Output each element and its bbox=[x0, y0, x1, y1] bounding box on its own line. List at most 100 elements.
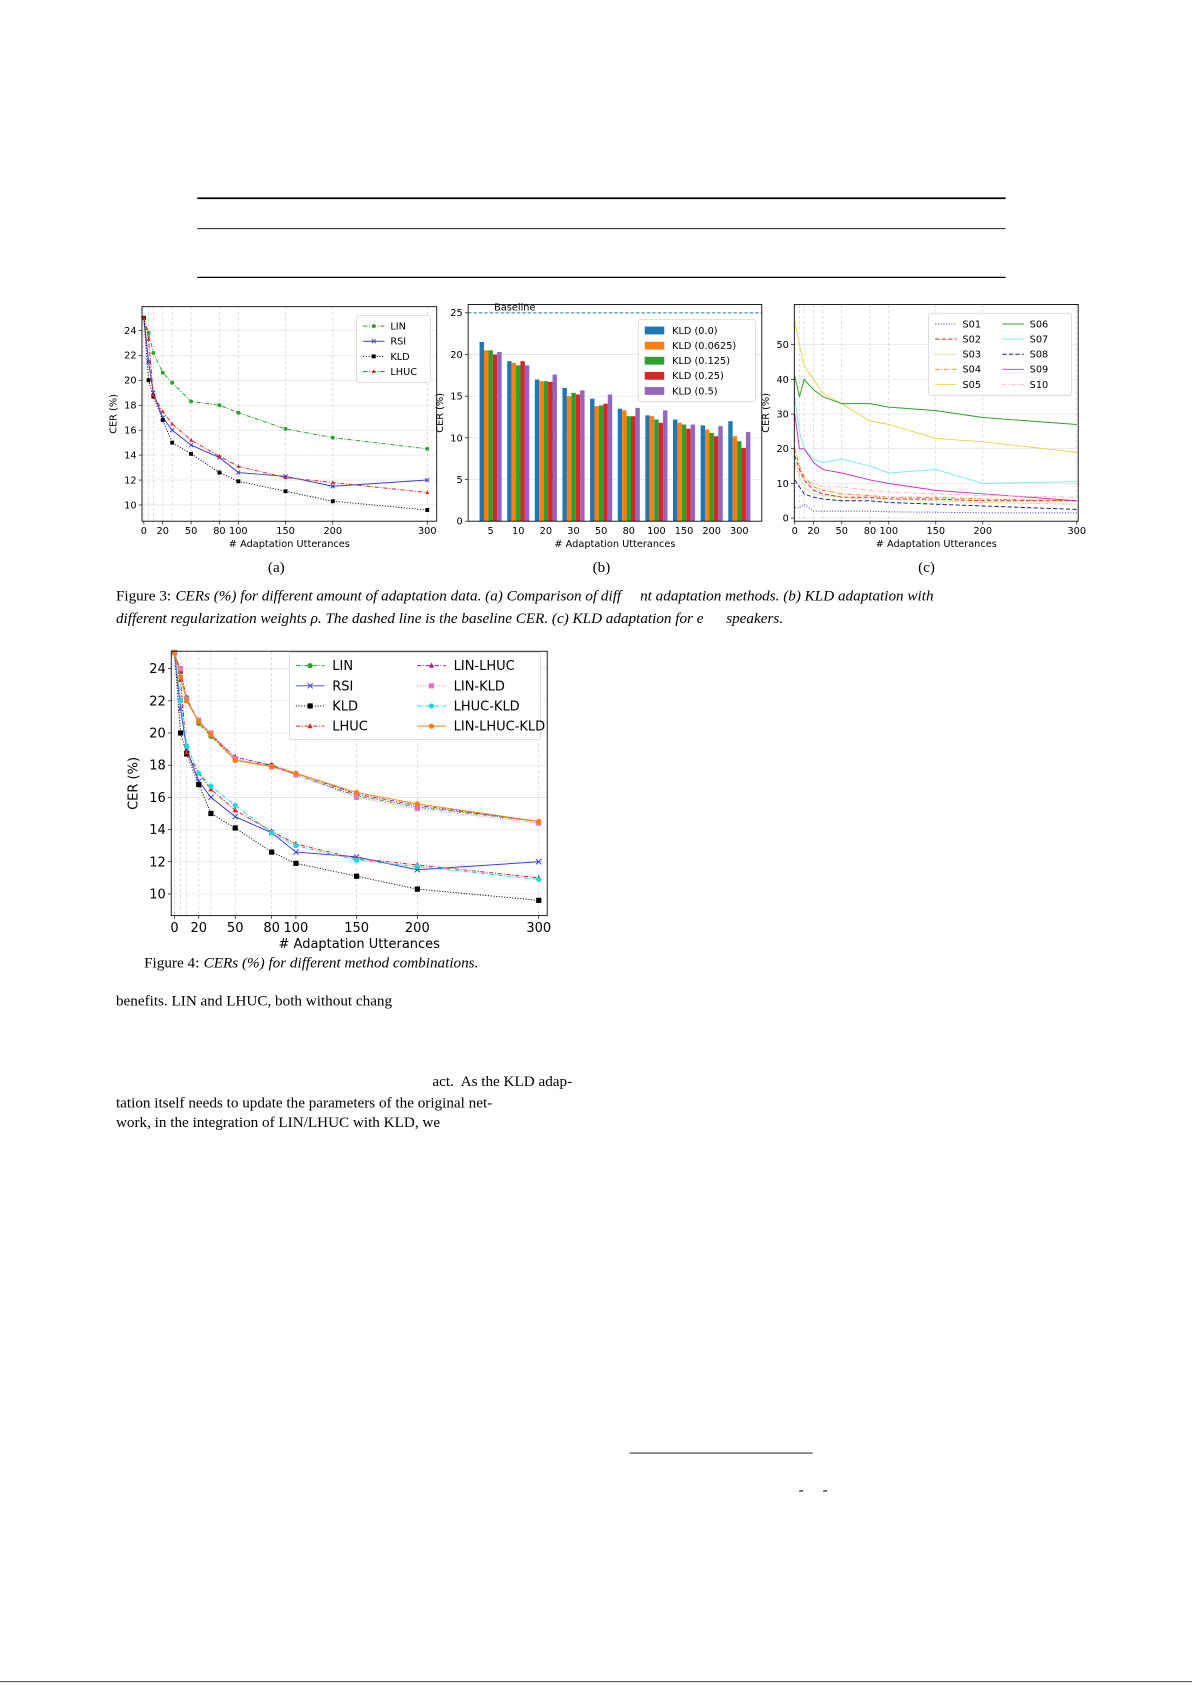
bar bbox=[741, 447, 746, 522]
x-tick-label: 80 bbox=[213, 526, 225, 537]
marker bbox=[177, 674, 184, 680]
legend-label: LIN-LHUC bbox=[454, 659, 515, 674]
marker bbox=[184, 749, 190, 755]
data-line bbox=[794, 448, 1077, 502]
legend-label: KLD (0.125) bbox=[672, 356, 730, 367]
y-tick-label: 0 bbox=[783, 514, 789, 525]
data-line bbox=[174, 652, 539, 880]
bar bbox=[607, 394, 613, 522]
x-tick-label: 50 bbox=[185, 526, 197, 537]
y-tick-label: 10 bbox=[450, 433, 462, 444]
legend-label: KLD (0.25) bbox=[672, 371, 724, 382]
panel-label: (b) bbox=[593, 559, 611, 576]
marker bbox=[160, 370, 165, 375]
caption: Figure 3: CERs (%) for different amount o… bbox=[116, 587, 934, 604]
x-tick-label: 80 bbox=[864, 526, 876, 537]
legend-label: S04 bbox=[962, 365, 981, 376]
bar bbox=[492, 354, 498, 522]
y-tick-label: 18 bbox=[149, 759, 166, 774]
marker bbox=[208, 732, 214, 738]
caption-label: Figure 4: bbox=[144, 955, 199, 972]
marker bbox=[292, 849, 299, 856]
x-axis-label: # Adaptation Utterances bbox=[229, 539, 350, 550]
legend-label: S10 bbox=[1030, 380, 1049, 391]
legend-box bbox=[637, 319, 756, 403]
legend-label: S06 bbox=[1030, 319, 1049, 330]
bar bbox=[718, 426, 723, 522]
marker bbox=[146, 378, 151, 383]
bar bbox=[520, 361, 525, 522]
marker bbox=[307, 663, 313, 669]
bar bbox=[728, 421, 733, 522]
x-tick-label: 0 bbox=[141, 526, 147, 537]
marker bbox=[160, 418, 165, 423]
bar bbox=[649, 416, 655, 522]
bar bbox=[534, 379, 540, 522]
bar bbox=[552, 374, 557, 522]
marker bbox=[269, 849, 275, 855]
marker bbox=[177, 730, 184, 736]
marker bbox=[424, 477, 430, 483]
x-tick-label: 10 bbox=[512, 526, 524, 537]
x-tick-label: 100 bbox=[879, 526, 898, 537]
y-tick-label: 14 bbox=[124, 451, 136, 462]
bar bbox=[713, 436, 719, 522]
caption-text: different regularization weights ρ. The … bbox=[116, 610, 783, 627]
marker bbox=[293, 843, 299, 849]
body-text: tation itself needs to update the parame… bbox=[116, 1094, 492, 1111]
y-tick-label: 22 bbox=[149, 694, 166, 709]
marker bbox=[354, 873, 360, 879]
x-tick-label: 50 bbox=[836, 526, 848, 537]
bar bbox=[516, 365, 521, 522]
marker bbox=[330, 480, 335, 485]
marker bbox=[170, 380, 175, 385]
data-line bbox=[794, 414, 1077, 502]
data-line bbox=[794, 503, 1077, 514]
legend-label: S09 bbox=[1030, 365, 1049, 376]
legend-swatch bbox=[644, 371, 665, 380]
marker bbox=[232, 802, 238, 809]
bar bbox=[594, 406, 599, 522]
bar bbox=[483, 350, 489, 522]
x-axis-label: # Adaptation Utterances bbox=[279, 937, 441, 952]
bar bbox=[543, 381, 549, 522]
x-tick-label: 200 bbox=[702, 526, 721, 537]
y-axis-label: CER (%) bbox=[435, 393, 446, 433]
x-tick-label: 300 bbox=[730, 526, 749, 537]
plot-frame bbox=[170, 650, 548, 917]
bar bbox=[663, 410, 668, 522]
legend-swatch bbox=[644, 356, 665, 365]
bar bbox=[598, 405, 604, 522]
bar bbox=[566, 396, 572, 522]
legend-box bbox=[356, 315, 431, 383]
marker bbox=[207, 794, 214, 801]
bar bbox=[709, 432, 714, 522]
bar bbox=[745, 432, 751, 522]
bar bbox=[507, 361, 512, 522]
y-tick-label: 12 bbox=[124, 475, 136, 486]
y-tick-label: 25 bbox=[450, 308, 462, 319]
legend-label: S01 bbox=[962, 319, 981, 330]
marker bbox=[184, 698, 190, 704]
marker bbox=[236, 470, 241, 475]
legend-label: KLD (0.0) bbox=[672, 326, 718, 337]
x-tick-label: 200 bbox=[973, 526, 992, 537]
y-tick-label: 20 bbox=[124, 376, 136, 387]
marker bbox=[307, 703, 313, 709]
y-axis-label: CER (%) bbox=[126, 757, 141, 810]
marker bbox=[425, 490, 430, 495]
marker bbox=[208, 783, 214, 789]
marker bbox=[283, 426, 288, 431]
marker bbox=[236, 479, 241, 484]
marker bbox=[535, 858, 542, 865]
marker bbox=[414, 806, 420, 812]
data-line bbox=[794, 479, 1077, 510]
bar bbox=[737, 441, 742, 522]
y-tick-label: 16 bbox=[149, 791, 166, 806]
caption-label: Figure 3: bbox=[116, 587, 171, 604]
bar bbox=[590, 398, 595, 522]
marker bbox=[293, 860, 299, 866]
bar bbox=[548, 382, 553, 522]
x-tick-label: 0 bbox=[792, 526, 798, 537]
marker bbox=[428, 683, 435, 689]
